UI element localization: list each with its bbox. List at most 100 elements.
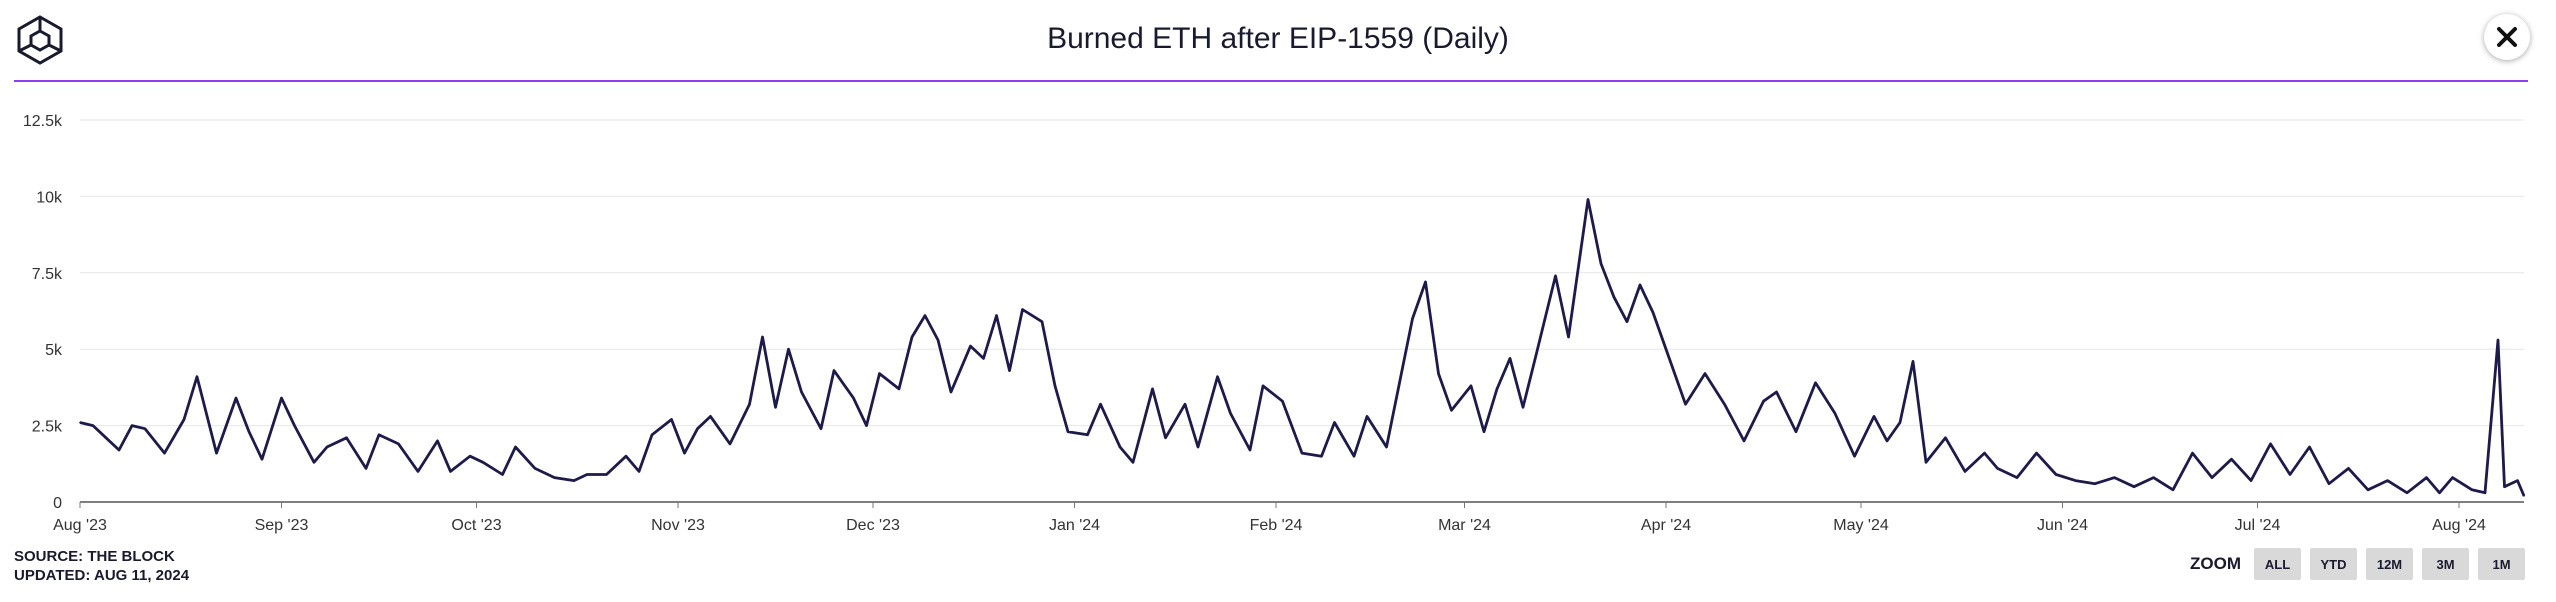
zoom-1m-button[interactable]: 1M <box>2478 548 2525 580</box>
data-point <box>2016 476 2018 479</box>
data-point <box>1996 467 1999 470</box>
data-point <box>2211 476 2213 479</box>
data-point <box>982 357 985 360</box>
data-point <box>852 397 855 399</box>
source-label: SOURCE: THE BLOCK <box>14 548 175 565</box>
data-point <box>2425 476 2428 479</box>
data-point <box>1795 430 1797 433</box>
zoom-all-button[interactable]: ALL <box>2254 548 2301 580</box>
data-point <box>1437 372 1440 375</box>
data-point <box>436 440 439 442</box>
data-point <box>105 437 107 439</box>
data-point <box>1899 421 1901 424</box>
x-tick-label: Apr '24 <box>1641 517 1691 534</box>
data-point <box>1398 382 1401 384</box>
y-axis-ticks: 0 2.5k 5k 7.5k 10k 12.5k <box>23 113 63 512</box>
y-tick-label: 2.5k <box>32 419 63 436</box>
data-point <box>774 406 777 409</box>
data-point <box>326 446 328 448</box>
data-point <box>2191 452 2194 454</box>
data-point <box>1509 357 1511 360</box>
data-point <box>2328 482 2330 485</box>
y-tick-label: 10k <box>36 189 63 206</box>
zoom-ytd-button[interactable]: YTD <box>2310 548 2357 580</box>
zoom-12m-button[interactable]: 12M <box>2366 548 2413 580</box>
data-point <box>1684 403 1687 406</box>
data-point <box>761 336 764 338</box>
data-point <box>1249 449 1251 451</box>
data-point <box>709 415 712 418</box>
data-point <box>1281 400 1284 403</box>
x-axis-ticks: Aug '23 Sep '23 Oct '23 Nov '23 Dec '23 Jan '… <box>53 502 2486 534</box>
x-tick-label: Dec '23 <box>846 517 900 534</box>
data-point <box>1086 434 1089 436</box>
y-tick-label: 0 <box>53 495 62 512</box>
data-point <box>1762 400 1765 403</box>
series-layer <box>79 198 2526 497</box>
x-tick-label: Aug '24 <box>2432 517 2486 534</box>
data-point <box>1099 403 1102 406</box>
data-point <box>196 375 198 378</box>
data-point <box>1470 385 1472 387</box>
x-tick-label: Jan '24 <box>1049 517 1100 534</box>
data-point <box>729 443 731 445</box>
data-point <box>2035 452 2038 454</box>
data-point <box>469 455 471 458</box>
data-point <box>2523 495 2525 497</box>
data-point <box>514 446 517 448</box>
data-point <box>1912 360 1914 363</box>
data-point <box>1639 284 1641 286</box>
data-point <box>501 473 504 476</box>
line-chart: 0 2.5k 5k 7.5k 10k 12.5k Aug '23 Sep '23 Oct '2… <box>23 113 2526 534</box>
data-point <box>1567 336 1570 338</box>
data-point <box>937 339 939 341</box>
data-point <box>280 397 283 399</box>
zoom-3m-button[interactable]: 3M <box>2422 548 2469 580</box>
data-point <box>2497 339 2499 341</box>
data-point <box>924 314 926 317</box>
x-tick-label: Feb '24 <box>1250 517 1303 534</box>
data-point <box>1184 403 1186 406</box>
data-point <box>2503 485 2506 488</box>
data-point <box>748 403 751 406</box>
data-point <box>1119 446 1121 448</box>
data-point <box>2347 467 2350 470</box>
data-point <box>787 348 790 351</box>
data-point <box>2451 476 2454 479</box>
data-point <box>1366 415 1368 418</box>
data-point <box>1164 437 1167 439</box>
y-tick-label: 5k <box>45 342 63 359</box>
data-point <box>865 424 868 427</box>
data-point <box>397 443 400 445</box>
data-point <box>2172 489 2174 491</box>
data-point <box>1853 455 1856 458</box>
data-point <box>1944 437 1947 439</box>
data-point <box>1580 244 1583 247</box>
data-point <box>2386 479 2389 482</box>
data-point <box>638 470 640 473</box>
data-point <box>1834 412 1836 415</box>
data-point <box>1587 198 1589 201</box>
data-point <box>482 461 484 464</box>
data-point <box>878 372 881 375</box>
data-point <box>1925 461 1927 464</box>
data-point <box>2516 479 2519 482</box>
close-button[interactable] <box>2484 14 2530 60</box>
data-point <box>365 467 367 470</box>
data-point <box>2074 479 2077 482</box>
data-point <box>1483 430 1485 433</box>
data-point <box>1983 452 1986 454</box>
data-point <box>1613 296 1615 299</box>
data-point <box>1385 446 1388 448</box>
data-point <box>215 452 218 454</box>
data-point <box>969 345 972 347</box>
y-tick-label: 7.5k <box>32 266 63 283</box>
cube-logo-icon <box>17 15 63 65</box>
data-point <box>833 369 835 372</box>
y-tick-label: 12.5k <box>23 113 63 130</box>
data-point <box>1411 317 1414 320</box>
data-point <box>1041 320 1043 323</box>
data-point <box>1522 406 1524 409</box>
data-point <box>1262 385 1264 387</box>
data-point <box>1600 262 1602 265</box>
